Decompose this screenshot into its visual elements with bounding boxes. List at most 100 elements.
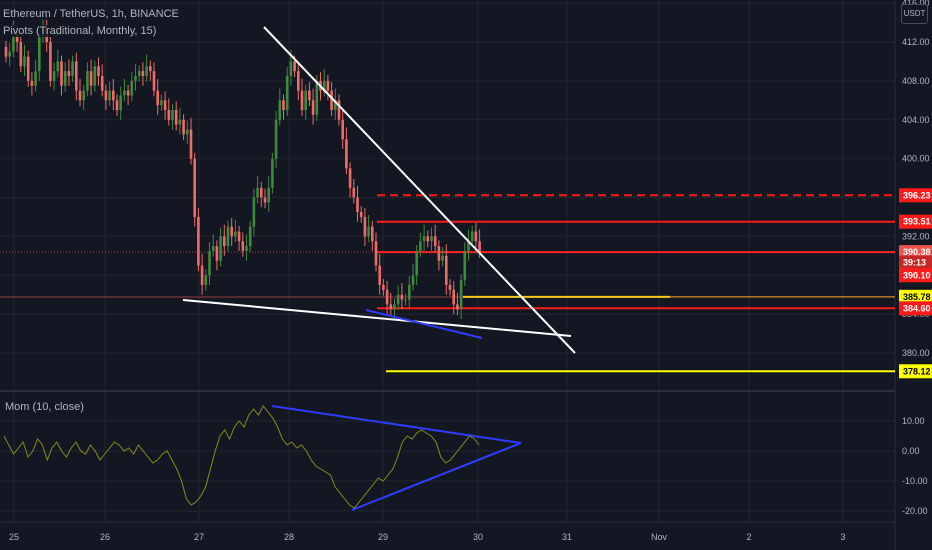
time-tick-label: 27 [194, 532, 204, 542]
candle-body [334, 100, 337, 111]
price-tick-label: 408.00 [902, 76, 930, 86]
candle-body [415, 250, 418, 276]
candle-body [167, 110, 171, 120]
candlesticks [4, 15, 481, 319]
candle-body [49, 42, 52, 81]
time-tick-label: 28 [284, 532, 294, 542]
candle-body [204, 275, 208, 285]
candle-body [315, 80, 319, 115]
candle-body [234, 231, 237, 237]
candle-body [171, 110, 174, 120]
momentum-tick-label: 10.00 [902, 416, 925, 426]
price-tag-label: 390.10 [903, 270, 931, 280]
candle-body [278, 100, 282, 120]
price-tick-label: 380.00 [902, 348, 930, 358]
candle-body [374, 241, 378, 266]
time-axis: 25 26 27 28 29 30 31 Nov 2 3 [9, 532, 846, 542]
candle-body [219, 236, 222, 261]
candle-body [330, 90, 333, 111]
candle-body [215, 246, 219, 261]
price-tag-label: 378.12 [903, 366, 931, 376]
candle-body [437, 246, 441, 261]
candle-body [445, 255, 448, 285]
candle-body [448, 284, 452, 290]
candle-body [408, 284, 411, 300]
trendline-drawings[interactable] [182, 26, 576, 511]
candle-body [452, 289, 455, 305]
candle-body [463, 250, 467, 281]
candle-body [38, 37, 41, 72]
candle-body [456, 304, 459, 310]
candle-body [256, 187, 259, 198]
momentum-upper-trendline[interactable] [271, 405, 522, 444]
momentum-tick-label: -20.00 [902, 506, 928, 516]
candle-body [137, 71, 141, 77]
candle-body [182, 119, 185, 135]
candle-body [115, 100, 119, 111]
candle-body [123, 90, 126, 96]
candle-body [100, 76, 104, 91]
price-tag-label: 384.60 [903, 303, 931, 313]
time-tick-label: 25 [9, 532, 19, 542]
candle-body [304, 90, 307, 111]
symbol-title[interactable]: Ethereum / TetherUS, 1h, BINANCE [3, 8, 179, 20]
time-tick-label: 31 [562, 532, 572, 542]
candle-body [282, 100, 285, 111]
descending-resistance-line[interactable] [263, 26, 576, 354]
price-tag-bg [899, 301, 932, 316]
pivot-levels [0, 194, 895, 373]
candle-body [93, 66, 97, 86]
candle-body [223, 236, 226, 247]
candle-body [367, 226, 370, 237]
candle-body [163, 100, 167, 111]
time-tick-label: 26 [100, 532, 110, 542]
momentum-indicator-label[interactable]: Mom (10, close) [5, 401, 84, 413]
candle-body [426, 236, 430, 242]
candle-body [371, 226, 374, 242]
currency-badge[interactable]: USDT [901, 4, 928, 24]
price-tag-label: 39:13 [903, 258, 926, 268]
candle-body [12, 32, 15, 52]
candle-body [200, 265, 204, 285]
candle-body [263, 197, 267, 203]
price-tag-label: 390.38 [903, 247, 931, 257]
price-tag-bg [899, 214, 932, 229]
pivots-indicator-label[interactable]: Pivots (Traditional, Monthly, 15) [3, 25, 157, 37]
time-tick-label: 3 [840, 532, 845, 542]
candle-body [293, 61, 296, 72]
candle-body [75, 61, 78, 91]
price-tag-bg [899, 364, 932, 379]
candle-body [285, 76, 289, 111]
candle-body [178, 119, 182, 125]
candle-body [197, 216, 200, 266]
candle-body [145, 66, 148, 77]
candle-body [89, 71, 93, 86]
candle-body [271, 158, 274, 188]
blue-support-line[interactable] [365, 309, 483, 339]
candle-body [134, 76, 137, 81]
candle-body [478, 241, 481, 252]
time-tick-label: 30 [473, 532, 483, 542]
candle-body [322, 80, 326, 91]
candle-body [119, 95, 122, 111]
candle-body [382, 284, 385, 290]
candle-body [208, 250, 211, 276]
candle-body [141, 71, 145, 77]
candle-body [78, 90, 82, 101]
candle-body [97, 66, 100, 77]
candle-body [467, 241, 470, 251]
candle-body [71, 61, 74, 77]
candle-body [441, 255, 444, 261]
candle-body [345, 139, 348, 169]
candle-body [67, 71, 71, 77]
candle-body [459, 280, 463, 310]
candle-body [230, 226, 233, 237]
candle-body [108, 90, 111, 101]
candle-body [337, 100, 341, 120]
candle-body [156, 90, 159, 106]
candle-body [23, 56, 26, 67]
candle-body [211, 246, 215, 251]
support-base-line[interactable] [182, 299, 572, 337]
momentum-lower-trendline[interactable] [351, 442, 522, 511]
